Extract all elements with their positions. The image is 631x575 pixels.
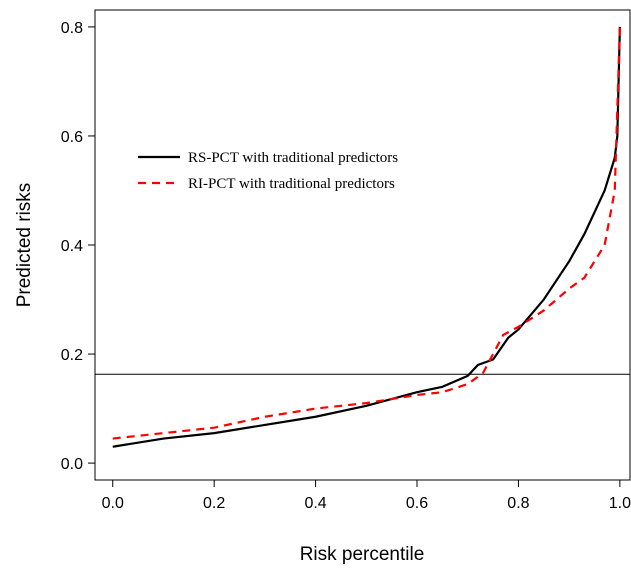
x-tick-label: 0.0 <box>102 495 124 512</box>
series-line <box>112 26 621 448</box>
y-tick-label: 0.4 <box>61 238 83 255</box>
plot-frame <box>94 9 631 481</box>
legend-label: RI-PCT with traditional predictors <box>188 176 395 192</box>
legend-label: RS-PCT with traditional predictors <box>188 150 398 166</box>
y-tick-label: 0.8 <box>61 20 83 37</box>
x-tick-label: 0.8 <box>507 495 529 512</box>
x-tick-label: 0.2 <box>203 495 225 512</box>
x-tick-label: 1.0 <box>609 495 631 512</box>
y-tick-label: 0.0 <box>61 456 83 473</box>
y-tick-label: 0.6 <box>61 129 83 146</box>
series-line <box>112 26 621 440</box>
x-axis-label: Risk percentile <box>300 544 425 565</box>
x-tick-label: 0.4 <box>304 495 326 512</box>
y-axis-label: Predicted risks <box>14 183 35 308</box>
x-tick-label: 0.6 <box>406 495 428 512</box>
y-tick-label: 0.2 <box>61 347 83 364</box>
